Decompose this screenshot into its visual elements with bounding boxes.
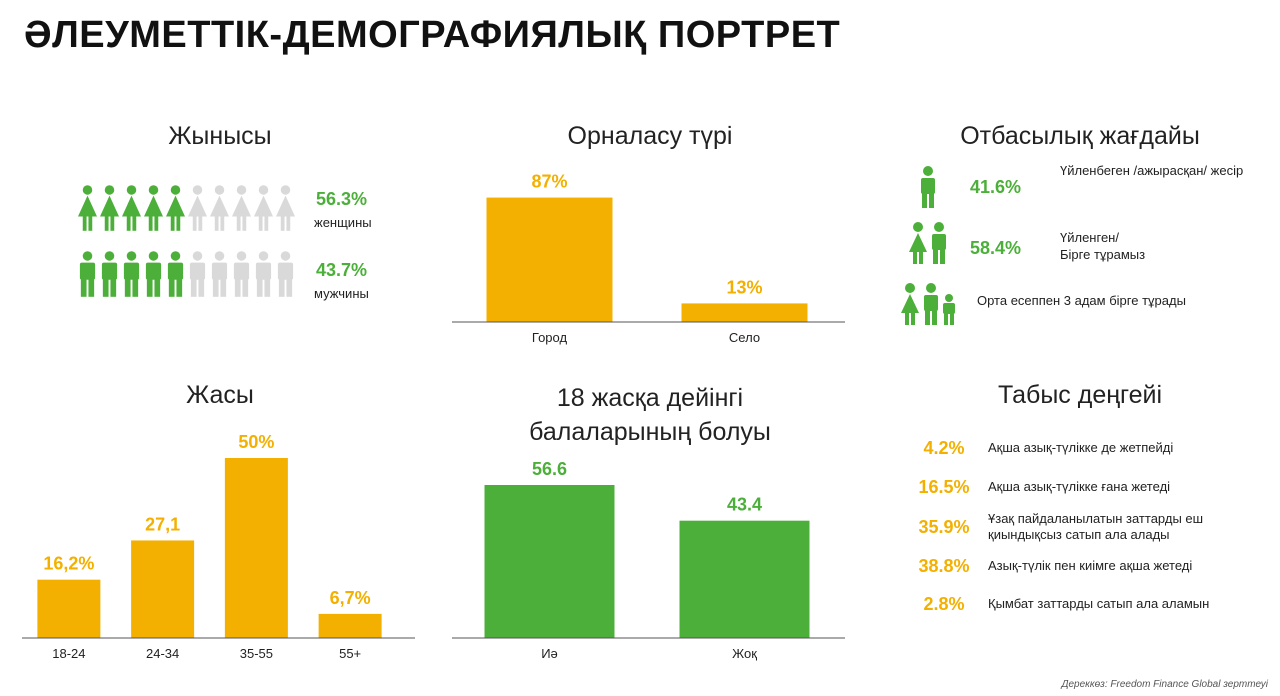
- male-label: мужчины: [314, 286, 369, 301]
- married-label-line2: Бірге тұрамыз: [1060, 247, 1146, 262]
- category-label: 35-55: [240, 646, 273, 661]
- category-label: Село: [729, 330, 760, 345]
- single-person-icon: [921, 166, 935, 208]
- gray-female-person-icon: [276, 185, 295, 231]
- gray-male-person-icon: [211, 251, 228, 297]
- location-section-title: Орналасу түрі: [567, 122, 733, 150]
- children-bar-chart: 56.6 Иә 43.4 Жоқ: [452, 459, 845, 661]
- gray-male-person-icon: [189, 251, 206, 297]
- male-percentage: 43.7%: [316, 260, 368, 280]
- gray-female-person-icon: [232, 185, 251, 231]
- category-label: Иә: [541, 646, 558, 661]
- gender-section-title: Жынысы: [168, 122, 272, 150]
- income-row: 38.8% Азық-түлік пен киімге ақша жетеді: [900, 549, 1270, 583]
- gray-male-person-icon: [255, 251, 272, 297]
- income-percentage: 2.8%: [923, 593, 965, 614]
- age-section-title: Жасы: [186, 381, 254, 409]
- male-person-icon: [145, 251, 162, 297]
- male-person-icon: [101, 251, 118, 297]
- income-label: Қымбат заттарды сатып ала аламын: [988, 596, 1210, 611]
- bar-value-label: 50%: [238, 432, 274, 452]
- source-note: Дереккөз: Freedom Finance Global зерттеу…: [1061, 679, 1268, 690]
- household-label: Орта есеппен 3 адам бірге тұрады: [977, 293, 1186, 308]
- category-label: Жоқ: [732, 646, 757, 661]
- bar-Город: [486, 197, 613, 322]
- income-percentage: 35.9%: [918, 516, 970, 537]
- male-person-icon: [123, 251, 140, 297]
- location-bar-chart: 87% Город 13% Село: [452, 172, 845, 345]
- female-person-icon: [78, 185, 97, 231]
- bar-24-34: [131, 540, 195, 638]
- children-section-title: 18 жасқа дейінгі балаларының болуы: [529, 384, 771, 446]
- single-percentage: 41.6%: [970, 177, 1022, 197]
- male-person-icon: [167, 251, 184, 297]
- gray-male-person-icon: [233, 251, 250, 297]
- bar-value-label: 6,7%: [330, 588, 371, 608]
- bar-value-label: 27,1: [145, 514, 180, 534]
- female-person-icon: [144, 185, 163, 231]
- income-row: 4.2% Ақша азық-түлікке де жетпейді: [900, 431, 1270, 465]
- income-label: Ұзақ пайдаланылатын заттарды еш қиындықс…: [988, 511, 1204, 542]
- bar-35-55: [224, 458, 288, 638]
- family-section-title: Отбасылық жағдайы: [960, 122, 1200, 150]
- income-percentage: 4.2%: [923, 437, 965, 458]
- bar-Село: [681, 303, 808, 322]
- bar-18-24: [37, 579, 101, 638]
- gray-female-person-icon: [188, 185, 207, 231]
- income-section-title: Табыс деңгейі: [997, 381, 1163, 409]
- male-person-icon: [79, 251, 96, 297]
- family-icon: [901, 283, 955, 325]
- income-row: 2.8% Қымбат заттарды сатып ала аламын: [900, 587, 1270, 621]
- female-person-icon: [100, 185, 119, 231]
- bar-value-label: 87%: [531, 172, 567, 192]
- bar-Иә: [484, 485, 615, 638]
- bar-value-label: 13%: [726, 277, 762, 297]
- bar-value-label: 56.6: [532, 459, 567, 479]
- female-percentage: 56.3%: [316, 189, 368, 209]
- category-label: 24-34: [146, 646, 179, 661]
- income-label: Азық-түлік пен киімге ақша жетеді: [988, 558, 1193, 573]
- income-label: Ақша азық-түлікке ғана жетеді: [988, 479, 1171, 494]
- page-title: ӘЛЕУМЕТТІК-ДЕМОГРАФИЯЛЫҚ ПОРТРЕТ: [24, 14, 841, 56]
- age-bar-chart: 16,2% 18-24 27,1 24-34 50% 35-55 6,7% 55+: [22, 432, 415, 661]
- bar-Жоқ: [679, 520, 810, 638]
- bar-55+: [318, 613, 382, 638]
- category-label: 18-24: [52, 646, 85, 661]
- female-person-icon: [122, 185, 141, 231]
- bar-value-label: 16,2%: [43, 554, 94, 574]
- gray-male-person-icon: [277, 251, 294, 297]
- category-label: 55+: [339, 646, 361, 661]
- female-person-icon: [166, 185, 185, 231]
- income-percentage: 38.8%: [918, 555, 970, 576]
- income-label: Ақша азық-түлікке де жетпейді: [988, 440, 1174, 455]
- male-icons-row: [78, 250, 295, 298]
- female-label: женщины: [314, 215, 372, 230]
- single-label: Үйленбеген /ажырасқан/ жесір: [1060, 163, 1244, 178]
- gray-female-person-icon: [210, 185, 229, 231]
- female-icons-row: [78, 184, 295, 232]
- couple-icon: [909, 222, 946, 264]
- bar-value-label: 43.4: [727, 495, 762, 515]
- income-percentage: 16.5%: [918, 476, 970, 497]
- married-label-line1: Үйленген/: [1060, 230, 1119, 245]
- gray-female-person-icon: [254, 185, 273, 231]
- income-row: 35.9% Ұзақ пайдаланылатын заттарды еш қиы…: [900, 510, 1270, 544]
- category-label: Город: [532, 330, 568, 345]
- married-percentage: 58.4%: [970, 238, 1022, 258]
- income-row: 16.5% Ақша азық-түлікке ғана жетеді: [900, 470, 1270, 504]
